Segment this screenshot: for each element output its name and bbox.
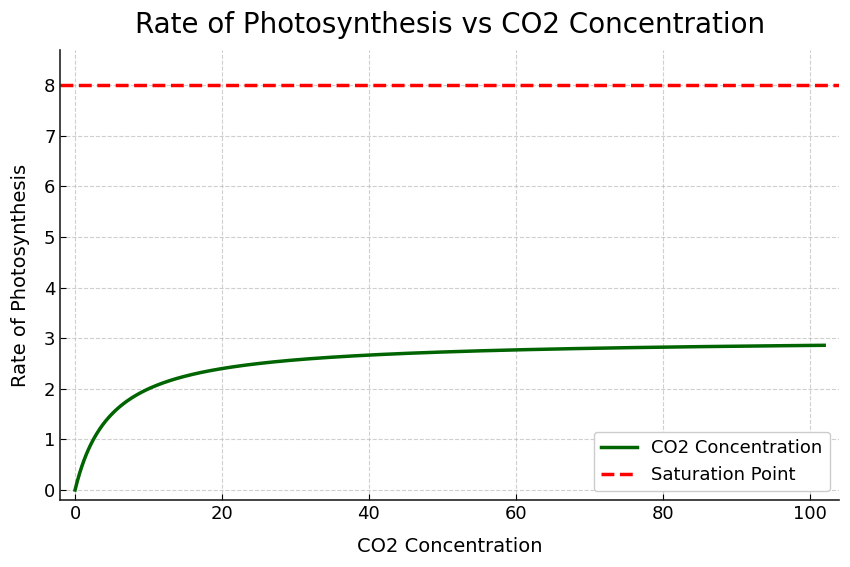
Saturation Point — [70, 82, 80, 88]
Line: CO2 Concentration: CO2 Concentration — [75, 345, 824, 490]
CO2 Concentration — [146, 384, 156, 391]
Y-axis label: Rate of Photosynthesis: Rate of Photosynthesis — [11, 163, 30, 387]
CO2 Concentration — [585, 345, 595, 352]
Legend: CO2 Concentration, Saturation Point: CO2 Concentration, Saturation Point — [593, 431, 830, 491]
CO2 Concentration — [70, 486, 80, 493]
CO2 Concentration — [667, 344, 677, 350]
X-axis label: CO2 Concentration: CO2 Concentration — [357, 537, 542, 556]
CO2 Concentration — [819, 342, 830, 349]
Saturation Point — [77, 82, 88, 88]
CO2 Concentration — [654, 344, 665, 350]
CO2 Concentration — [373, 351, 383, 358]
CO2 Concentration — [400, 350, 410, 357]
Title: Rate of Photosynthesis vs CO2 Concentration: Rate of Photosynthesis vs CO2 Concentrat… — [134, 11, 765, 39]
